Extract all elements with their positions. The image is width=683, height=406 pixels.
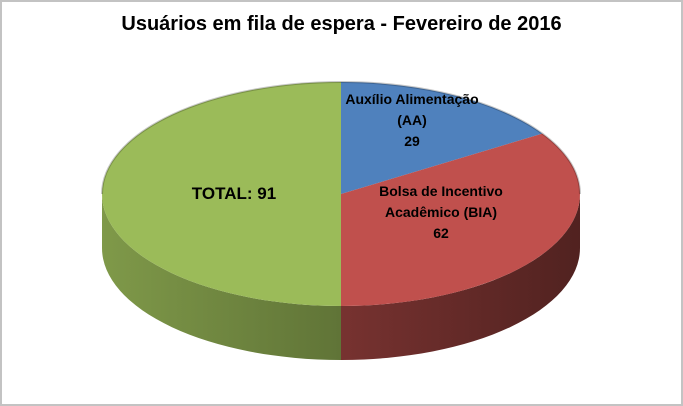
pie-slice-bia — [341, 133, 580, 306]
pie-back-rim — [101, 81, 581, 195]
pie-slice-aa — [341, 82, 543, 194]
pie-slice-total — [102, 82, 341, 306]
pie-slice-bia-side — [341, 194, 580, 360]
pie-slice-total-side — [102, 194, 341, 360]
chart-title: Usuários em fila de espera - Fevereiro d… — [121, 13, 562, 35]
